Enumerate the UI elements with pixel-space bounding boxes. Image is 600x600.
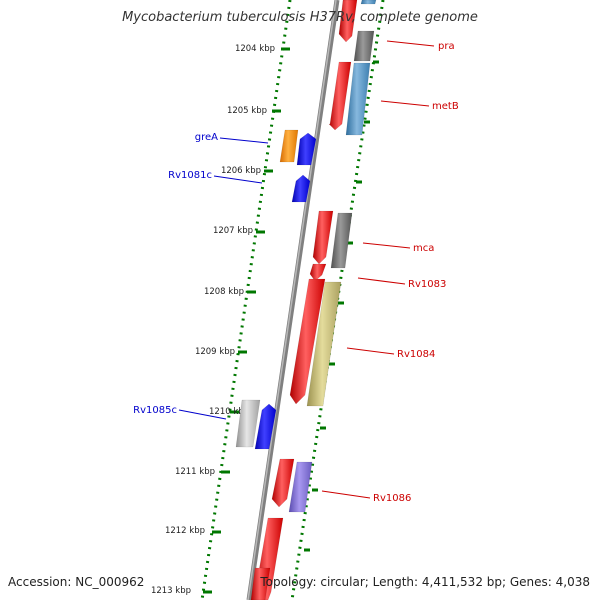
category-block[interactable] [235,399,261,448]
gene-label-metB[interactable]: metB [432,101,459,112]
accession-label: Accession: NC_000962 [8,575,145,589]
tick-label: 1208 kbp [204,287,244,297]
category-block[interactable] [353,30,375,62]
functional-category-track [235,0,377,513]
category-block[interactable] [330,212,353,269]
genome-backbone [246,0,340,600]
tick-label: 1204 kbp [235,44,275,54]
category-block[interactable] [345,62,371,136]
gene-label-pra[interactable]: pra [438,41,455,52]
gene-arrow[interactable] [291,174,311,203]
tick-label: 1205 kbp [227,106,267,116]
gene-arrow[interactable] [338,0,358,43]
gene-arrow[interactable] [271,458,295,508]
gene-label-Rv1081c[interactable]: Rv1081c [168,170,212,181]
genome-backbone-highlight [247,0,337,600]
category-block[interactable] [288,461,313,513]
scale-ring-inner [200,0,292,600]
genome-summary: Topology: circular; Length: 4,411,532 bp… [260,575,590,589]
gene-arrow[interactable] [250,567,271,600]
gene-arrow[interactable] [289,278,326,405]
tick-label: 1206 kbp [221,166,261,176]
forward-strand-genes [250,0,358,600]
tick-label: 1212 kbp [165,526,205,536]
tick-label: 1213 kbp [151,586,191,596]
scale-ring-outer [290,0,385,600]
scale-tick-labels: 1204 kbp 1205 kbp 1206 kbp 1207 kbp 1208… [151,44,275,596]
gene-arrow[interactable] [328,61,352,131]
gene-label-Rv1084[interactable]: Rv1084 [397,349,435,360]
gene-arrow[interactable] [309,263,327,282]
category-block[interactable] [360,0,377,5]
tick-label: 1207 kbp [213,226,253,236]
map-title: Mycobacterium tuberculosis H37Rv, comple… [122,10,478,25]
gene-arrow[interactable] [312,210,334,265]
tick-label: 1210 kbp [209,407,249,417]
category-block[interactable] [306,281,342,407]
scale-ticks-outer [304,60,379,552]
label-leaders [178,40,435,499]
reverse-strand-genes [254,132,317,450]
gene-label-Rv1086[interactable]: Rv1086 [373,493,411,504]
gene-label-mca[interactable]: mca [413,243,434,254]
gene-label-Rv1085c[interactable]: Rv1085c [133,405,177,416]
gene-arrow[interactable] [296,132,317,166]
gene-labels: pra metB greA Rv1081c mca Rv1083 Rv1084 … [133,41,459,504]
scale-ticks [203,47,290,594]
gene-label-greA[interactable]: greA [195,132,218,143]
category-block[interactable] [279,129,299,163]
tick-label: 1209 kbp [195,347,235,357]
tick-label: 1211 kbp [175,467,215,477]
gene-arrow[interactable] [254,403,277,450]
gene-label-Rv1083[interactable]: Rv1083 [408,279,446,290]
